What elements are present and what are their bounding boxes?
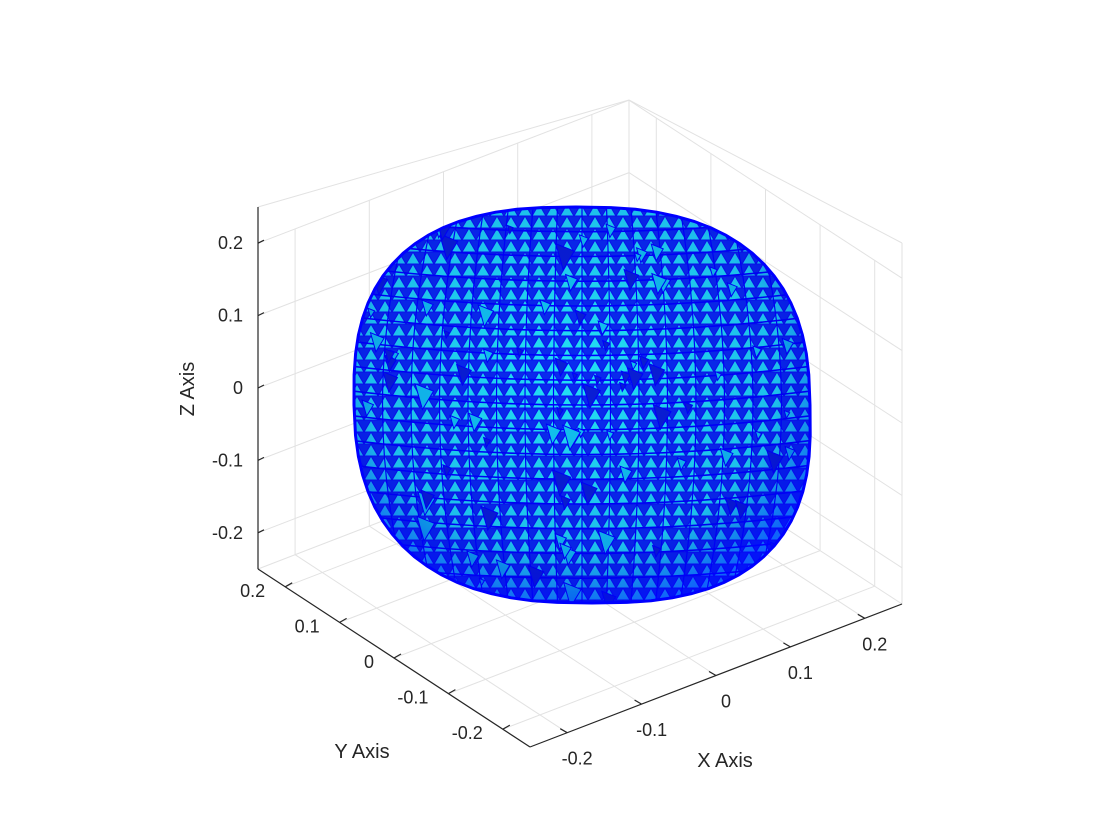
grid-line-y xyxy=(448,550,821,695)
y-tick-label: -0.2 xyxy=(452,723,483,743)
x-axis-label: X Axis xyxy=(697,750,753,772)
z-tick-label: -0.1 xyxy=(212,450,243,470)
y-tick-mark xyxy=(284,582,293,588)
z-tick-mark xyxy=(257,529,265,534)
z-tick-label: 0 xyxy=(233,378,243,398)
y-tick-label: 0.2 xyxy=(240,581,265,601)
z-tick-mark xyxy=(257,456,265,461)
x-tick-mark xyxy=(857,613,866,619)
tick-labels: -0.2 -0.1 0 0.1 0.2 -0.2 -0.1 0 0.1 0.2 -0.2 -0.1 0 0… xyxy=(212,233,887,769)
grid-line-z xyxy=(628,99,903,279)
grid-line-z xyxy=(628,172,903,352)
grid-top-edge xyxy=(628,99,903,244)
z-tick-label: 0.2 xyxy=(218,233,243,253)
x-tick-mark xyxy=(783,642,791,648)
y-tick-mark xyxy=(393,653,402,659)
z-axis-label: Z Axis xyxy=(177,362,199,416)
y-axis-label: Y Axis xyxy=(334,741,389,763)
x-tick-mark xyxy=(634,699,642,705)
x-tick-label: 0.1 xyxy=(788,663,813,683)
asteroid-body-shading xyxy=(354,207,811,603)
z-tick-mark xyxy=(257,312,265,317)
y-tick-mark xyxy=(448,689,456,695)
x-tick-mark xyxy=(708,670,717,677)
x-tick-mark xyxy=(559,728,568,734)
y-tick-mark xyxy=(339,617,347,623)
y-tick-label: 0 xyxy=(364,652,374,672)
z-tick-mark xyxy=(257,239,265,244)
x-tick-label: 0.2 xyxy=(862,634,887,654)
asteroid-body-outline xyxy=(352,205,812,605)
tick-marks xyxy=(257,239,866,734)
grid-top-edge xyxy=(257,99,630,208)
x-tick-label: -0.1 xyxy=(636,720,667,740)
y-tick-mark xyxy=(502,724,511,730)
grid-line-z xyxy=(257,99,630,244)
x-tick-label: -0.2 xyxy=(562,749,593,769)
y-tick-label: -0.1 xyxy=(397,688,428,708)
y-tick-label: 0.1 xyxy=(295,616,320,636)
grid-line-y xyxy=(502,585,875,730)
x-tick-label: 0 xyxy=(721,692,731,712)
z-tick-label: 0.1 xyxy=(218,306,243,326)
z-tick-mark xyxy=(257,384,265,389)
z-tick-label: -0.2 xyxy=(212,523,243,543)
asteroid-surface-mesh xyxy=(352,205,812,605)
